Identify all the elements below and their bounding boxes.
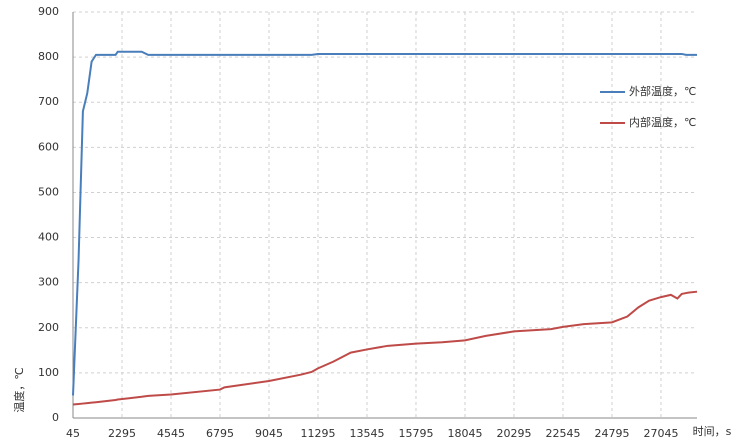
x-tick-label: 13545 — [349, 427, 384, 440]
x-tick-label: 18045 — [447, 427, 482, 440]
x-tick-label: 20295 — [496, 427, 531, 440]
legend-label: 内部温度，℃ — [629, 115, 696, 129]
x-tick-label: 27045 — [643, 427, 678, 440]
x-tick-label: 45 — [66, 427, 80, 440]
x-tick-label: 9045 — [255, 427, 283, 440]
series-line — [72, 50, 697, 396]
y-tick-label: 400 — [38, 231, 59, 244]
y-tick-label: 300 — [38, 276, 59, 289]
x-tick-label: 4545 — [157, 427, 185, 440]
x-tick-label: 11295 — [300, 427, 335, 440]
x-tick-label: 24795 — [594, 427, 629, 440]
x-axis-label: 时间，s — [693, 425, 732, 438]
y-tick-label: 200 — [38, 321, 59, 334]
y-tick-label: 800 — [38, 50, 59, 63]
x-tick-label: 22545 — [545, 427, 580, 440]
series-line — [72, 290, 698, 406]
x-tick-label: 6795 — [206, 427, 234, 440]
y-tick-label: 600 — [38, 140, 59, 153]
y-tick-label: 100 — [38, 366, 59, 379]
x-tick-label: 15795 — [398, 427, 433, 440]
y-tick-label: 500 — [38, 185, 59, 198]
legend-label: 外部温度，℃ — [629, 84, 696, 98]
y-tick-label: 900 — [38, 5, 59, 18]
y-tick-label: 700 — [38, 95, 59, 108]
y-axis-label: 温度，℃ — [12, 367, 26, 412]
y-tick-label: 0 — [52, 411, 59, 424]
x-tick-label: 2295 — [108, 427, 136, 440]
